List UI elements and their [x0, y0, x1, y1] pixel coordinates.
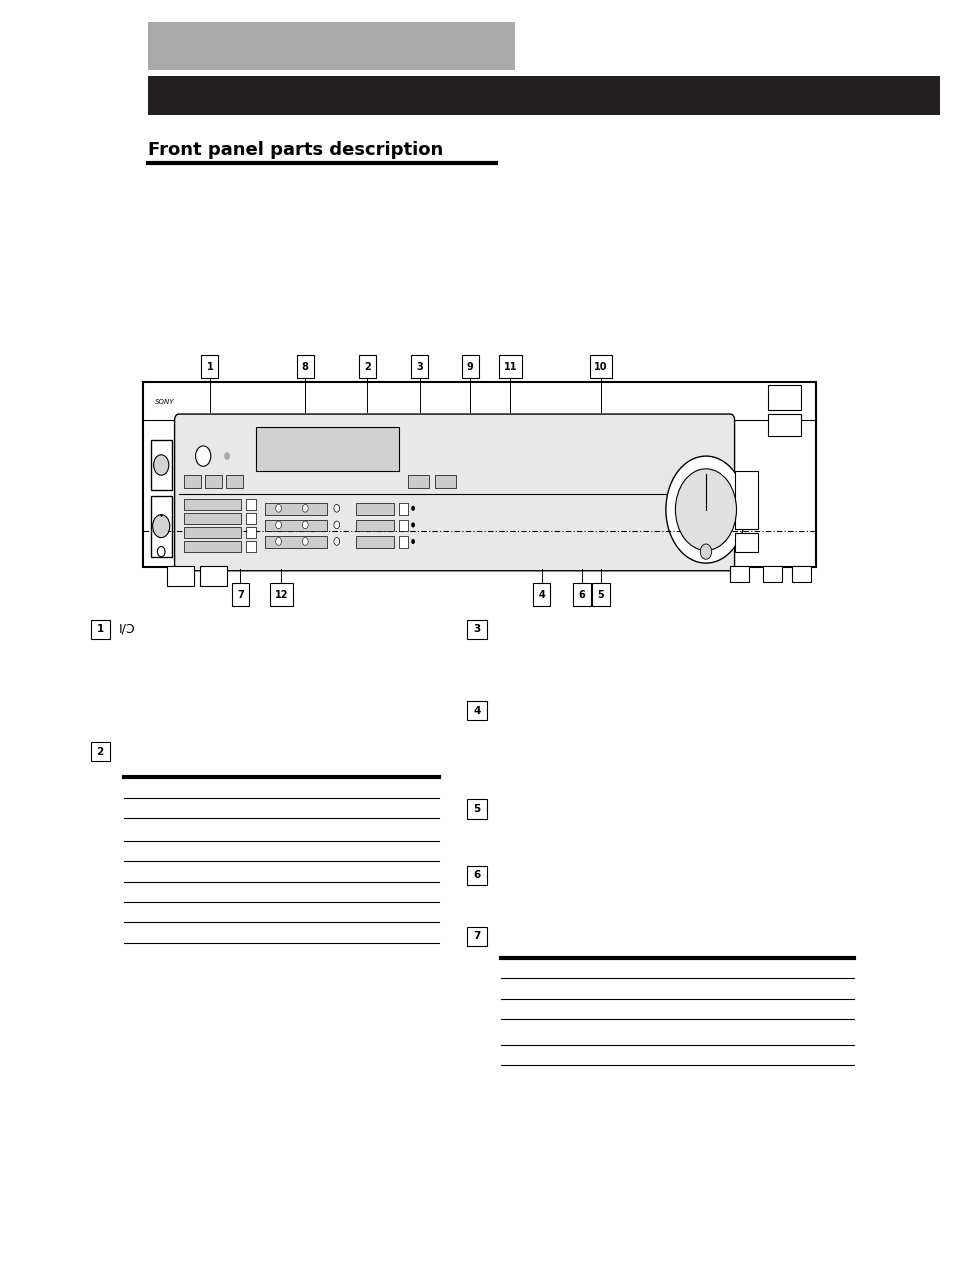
Bar: [734, 533, 758, 552]
Text: 10: 10: [594, 362, 607, 372]
Bar: [246, 527, 255, 538]
Bar: [246, 513, 255, 524]
Bar: [91, 620, 110, 640]
Circle shape: [411, 522, 415, 527]
Text: 6: 6: [473, 870, 480, 880]
Text: Front panel parts description: Front panel parts description: [148, 141, 442, 159]
Bar: [355, 536, 394, 548]
Bar: [265, 520, 327, 531]
Bar: [467, 620, 486, 640]
Bar: [461, 355, 478, 378]
Text: 1: 1: [96, 624, 104, 634]
Bar: [467, 927, 486, 945]
Text: 5: 5: [597, 590, 604, 600]
Bar: [184, 541, 241, 552]
Bar: [246, 541, 255, 552]
Circle shape: [195, 446, 211, 466]
Bar: [270, 583, 293, 606]
Bar: [435, 475, 456, 488]
Bar: [467, 800, 486, 819]
Circle shape: [302, 521, 308, 529]
Bar: [467, 866, 486, 884]
Bar: [734, 471, 758, 529]
Bar: [255, 427, 398, 471]
Text: 2: 2: [363, 362, 371, 372]
Bar: [573, 583, 590, 606]
Text: 11: 11: [503, 362, 517, 372]
Circle shape: [334, 521, 339, 529]
Bar: [265, 536, 327, 548]
Bar: [767, 385, 801, 410]
Bar: [589, 355, 612, 378]
Bar: [592, 583, 609, 606]
Bar: [232, 583, 249, 606]
Bar: [200, 566, 227, 586]
Bar: [151, 496, 172, 557]
Text: 12: 12: [274, 590, 288, 600]
Bar: [184, 475, 201, 488]
Circle shape: [152, 515, 170, 538]
Bar: [767, 414, 801, 436]
Circle shape: [700, 544, 711, 559]
Bar: [143, 382, 815, 567]
Text: 1: 1: [206, 362, 213, 372]
Bar: [226, 475, 243, 488]
Bar: [791, 566, 810, 582]
Circle shape: [275, 505, 281, 512]
Circle shape: [334, 505, 339, 512]
Text: 4: 4: [537, 590, 545, 600]
Bar: [408, 475, 429, 488]
Circle shape: [275, 521, 281, 529]
Bar: [533, 583, 550, 606]
Text: 9: 9: [466, 362, 474, 372]
Bar: [205, 475, 222, 488]
Bar: [398, 520, 408, 531]
Text: I/Ɔ: I/Ɔ: [119, 623, 135, 636]
Text: 2: 2: [96, 747, 104, 757]
Text: 6: 6: [578, 590, 585, 600]
Circle shape: [153, 455, 169, 475]
Bar: [184, 499, 241, 510]
FancyBboxPatch shape: [174, 414, 734, 571]
Text: 3: 3: [473, 624, 480, 634]
Bar: [498, 355, 521, 378]
Circle shape: [275, 538, 281, 545]
Circle shape: [411, 506, 415, 511]
Bar: [411, 355, 428, 378]
Bar: [167, 566, 193, 586]
Text: 7: 7: [236, 590, 244, 600]
Bar: [91, 741, 110, 762]
Text: 5: 5: [473, 804, 480, 814]
Bar: [148, 22, 515, 70]
Bar: [762, 566, 781, 582]
Circle shape: [665, 456, 745, 563]
Bar: [398, 536, 408, 548]
Circle shape: [302, 538, 308, 545]
Bar: [151, 440, 172, 490]
Text: 8: 8: [301, 362, 309, 372]
Text: SONY: SONY: [154, 399, 173, 405]
Bar: [265, 503, 327, 515]
Circle shape: [157, 547, 165, 557]
Circle shape: [224, 452, 230, 460]
Circle shape: [411, 539, 415, 544]
Bar: [246, 499, 255, 510]
Bar: [296, 355, 314, 378]
Text: 4: 4: [473, 706, 480, 716]
Circle shape: [334, 538, 339, 545]
Bar: [398, 503, 408, 515]
Bar: [184, 513, 241, 524]
Bar: [148, 76, 939, 115]
Bar: [201, 355, 218, 378]
Bar: [355, 520, 394, 531]
Bar: [358, 355, 375, 378]
Bar: [467, 701, 486, 721]
Bar: [355, 503, 394, 515]
Text: 7: 7: [473, 931, 480, 941]
Bar: [729, 566, 748, 582]
Bar: [184, 527, 241, 538]
Text: 3: 3: [416, 362, 423, 372]
Circle shape: [675, 469, 736, 550]
Circle shape: [302, 505, 308, 512]
